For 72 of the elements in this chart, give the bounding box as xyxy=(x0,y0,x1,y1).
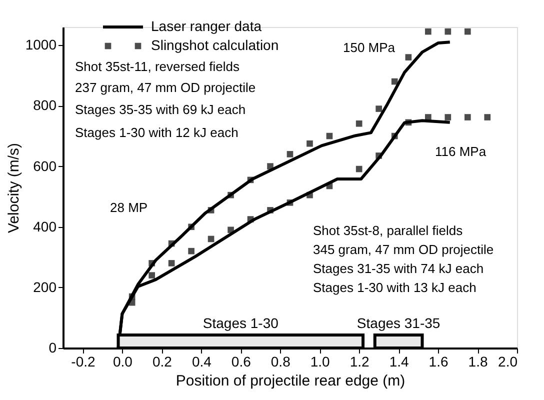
legend-label: Slingshot calculation xyxy=(151,37,279,53)
annotation: 237 gram, 47 mm OD projectile xyxy=(75,80,256,95)
annotation: 116 MPa xyxy=(435,144,487,159)
annotation: 28 MP xyxy=(110,200,148,215)
point xyxy=(405,54,412,60)
point xyxy=(326,132,333,140)
y-tick-label: 0 xyxy=(48,340,57,356)
point xyxy=(148,272,155,278)
point xyxy=(306,140,313,147)
point xyxy=(168,240,175,247)
point xyxy=(247,176,254,184)
point xyxy=(356,166,362,172)
point xyxy=(188,224,194,230)
point xyxy=(425,114,432,120)
annotation: Stages 1-30 with 12 kJ each xyxy=(75,125,238,140)
annotation: Stages 31-35 with 74 kJ each xyxy=(313,261,484,276)
point xyxy=(464,28,471,35)
point xyxy=(128,299,136,306)
x-tick-label: 1.6 xyxy=(428,354,448,370)
point xyxy=(267,163,274,170)
point xyxy=(286,199,294,206)
point xyxy=(286,151,294,158)
x-tick-label: 0.8 xyxy=(270,354,291,370)
point xyxy=(391,132,398,140)
x-tick-label: -0.2 xyxy=(71,354,96,370)
point xyxy=(391,78,398,85)
annotation: Stages 35-35 with 69 kJ each xyxy=(75,102,246,117)
point xyxy=(247,216,254,222)
point xyxy=(188,248,194,254)
y-axis-title: Velocity (m/s) xyxy=(5,142,22,234)
annotation: Shot 35st-11, reversed fields xyxy=(75,59,240,74)
point xyxy=(405,119,412,126)
point xyxy=(444,28,452,35)
point xyxy=(228,192,234,198)
y-tick-label: 600 xyxy=(33,158,57,174)
point xyxy=(464,114,471,120)
x-tick-label: 2.0 xyxy=(498,354,518,370)
x-axis-title: Position of projectile rear edge (m) xyxy=(176,372,406,390)
point xyxy=(168,260,175,266)
annotation: Stages 1-30 with 13 kJ each xyxy=(313,280,476,295)
x-tick-label: 1.4 xyxy=(389,354,410,370)
point xyxy=(326,182,333,190)
band-label: Stages 31-35 xyxy=(356,315,440,331)
band-label: Stages 1-30 xyxy=(202,315,279,331)
point xyxy=(208,236,214,242)
y-tick-label: 800 xyxy=(33,97,57,114)
point xyxy=(128,293,136,300)
x-tick-label: 1.2 xyxy=(350,354,370,370)
point xyxy=(228,226,234,234)
point xyxy=(306,192,313,198)
x-tick-label: 0.6 xyxy=(231,354,252,370)
annotation: Shot 35st-8, parallel fields xyxy=(313,223,464,238)
legend-label: Laser ranger data xyxy=(151,18,262,34)
point xyxy=(376,106,382,112)
point xyxy=(356,120,362,127)
x-tick-label: 0.0 xyxy=(112,354,133,370)
y-tick-label: 200 xyxy=(33,278,57,295)
x-tick-label: 0.4 xyxy=(192,354,212,370)
point xyxy=(267,207,274,214)
point xyxy=(444,114,452,120)
x-tick-label: 0.2 xyxy=(152,354,172,370)
point xyxy=(376,152,382,159)
point xyxy=(425,28,432,35)
x-tick-label: 1.8 xyxy=(468,354,488,370)
point xyxy=(208,207,214,214)
y-tick-label: 400 xyxy=(33,218,57,234)
y-tick-label: 1000 xyxy=(25,36,57,53)
annotation: 345 gram, 47 mm OD projectile xyxy=(313,242,494,257)
point xyxy=(148,260,155,266)
point xyxy=(484,114,491,120)
annotation: 150 MPa xyxy=(343,40,396,55)
x-tick-label: 1.0 xyxy=(310,354,330,370)
